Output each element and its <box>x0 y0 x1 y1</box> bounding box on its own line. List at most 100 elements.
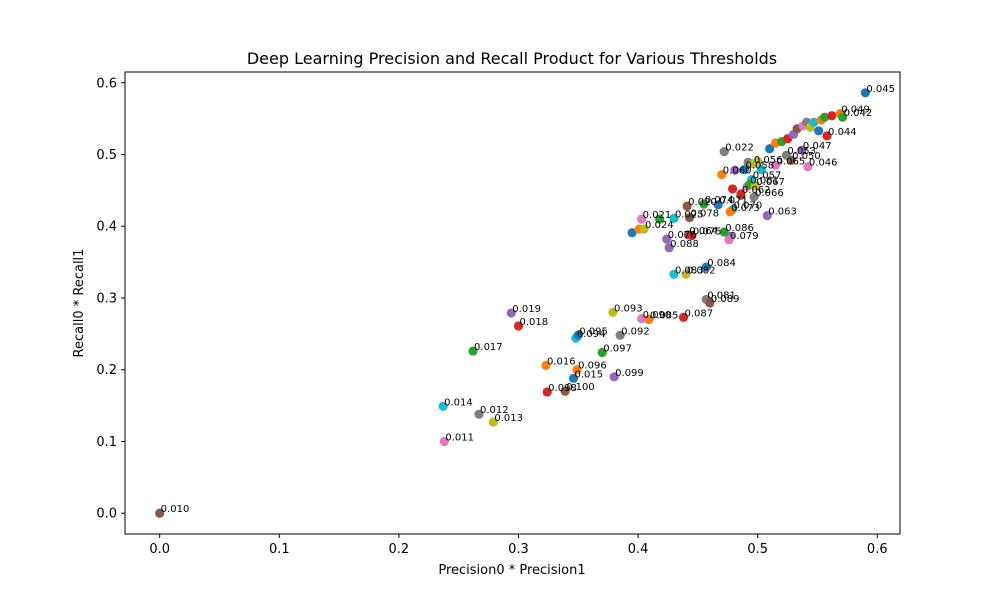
x-tick-label: 0.6 <box>867 542 888 557</box>
data-point-label: 0.081 <box>707 290 736 301</box>
data-point <box>669 269 679 279</box>
data-point <box>837 112 848 122</box>
data-point <box>474 409 484 419</box>
data-point-label: 0.049 <box>841 105 870 116</box>
data-point <box>155 508 165 518</box>
data-point <box>542 387 552 397</box>
data-point-label: 0.086 <box>725 223 754 234</box>
data-point-label: 0.021 <box>643 210 672 221</box>
data-point-label: 0.074 <box>705 195 734 206</box>
data-point-label: 0.089 <box>711 294 740 305</box>
data-point <box>719 147 729 157</box>
y-tick-label: 0.2 <box>96 363 117 378</box>
y-tick-label: 0.4 <box>96 220 117 235</box>
data-point-label: 0.076 <box>668 230 697 241</box>
data-point <box>756 164 766 175</box>
data-point-label: 0.099 <box>615 368 644 379</box>
data-point <box>803 162 813 172</box>
data-point <box>860 88 870 98</box>
data-point-label: 0.075 <box>693 227 722 238</box>
data-point-label: 0.070 <box>734 201 763 212</box>
data-point <box>687 230 697 241</box>
data-point <box>822 131 832 141</box>
data-point <box>669 213 679 223</box>
data-point-label: 0.079 <box>730 231 759 242</box>
data-point-label: 0.047 <box>803 141 832 152</box>
data-point-label: 0.067 <box>756 177 785 188</box>
data-points <box>155 88 870 518</box>
data-point-label: 0.065 <box>777 156 806 167</box>
data-point <box>637 214 647 224</box>
data-point-label: 0.064 <box>689 226 718 237</box>
data-point <box>827 111 837 121</box>
data-point-label: 0.100 <box>566 382 595 393</box>
data-point-label: 0.046 <box>809 158 838 169</box>
data-point <box>506 308 516 318</box>
x-tick-label: 0.0 <box>149 542 170 557</box>
data-point <box>438 401 448 411</box>
data-point-label: 0.010 <box>161 504 190 515</box>
data-point-label: 0.061 <box>750 176 779 187</box>
data-point <box>748 159 758 169</box>
data-point-label: 0.092 <box>621 326 650 337</box>
data-point <box>701 262 711 272</box>
data-point-label: 0.093 <box>614 303 643 314</box>
data-point <box>713 200 723 210</box>
data-point <box>750 181 760 191</box>
data-point-label: 0.020 <box>688 197 717 208</box>
data-point-label: 0.058 <box>746 161 775 172</box>
data-point-label: 0.011 <box>445 432 474 443</box>
data-point <box>513 321 524 331</box>
data-point-label: 0.097 <box>603 344 632 355</box>
data-point <box>717 169 727 180</box>
data-point-label: 0.078 <box>691 209 720 220</box>
x-tick-label: 0.2 <box>389 542 410 557</box>
data-point-label: 0.012 <box>480 405 509 416</box>
data-point-label: 0.045 <box>866 84 895 95</box>
data-point-label: 0.066 <box>755 188 784 199</box>
axis-ticks: 0.0 0.1 0.2 0.3 0.4 0.5 0.6 0.0 0.1 0.2 0.3 0.4 0.5 0… <box>96 76 887 557</box>
data-point-label: 0.044 <box>828 127 857 138</box>
data-point-label: 0.060 <box>723 166 752 177</box>
data-point-label: 0.050 <box>792 151 821 162</box>
data-point <box>739 164 750 175</box>
data-point-label: 0.095 <box>579 326 608 337</box>
data-point-label: 0.018 <box>519 317 548 328</box>
data-point <box>699 199 709 209</box>
x-tick-label: 0.5 <box>747 542 768 557</box>
data-point <box>781 150 791 160</box>
data-point <box>639 224 649 234</box>
data-point <box>765 144 775 154</box>
data-point <box>684 213 695 223</box>
data-point <box>541 360 551 371</box>
x-axis-label: Precision0 * Precision1 <box>438 563 585 578</box>
data-point <box>439 436 449 447</box>
data-point <box>762 210 772 221</box>
data-point <box>820 112 830 122</box>
data-point <box>814 126 824 136</box>
data-point <box>749 192 759 202</box>
data-point <box>572 365 582 375</box>
y-tick-label: 0.3 <box>96 291 117 306</box>
data-point-label: 0.025 <box>675 209 704 220</box>
data-point-label: 0.042 <box>844 108 873 119</box>
data-point <box>678 312 689 322</box>
data-point-label: 0.082 <box>687 265 716 276</box>
data-point <box>573 330 583 340</box>
data-point-label: 0.013 <box>494 413 523 424</box>
data-point-label: 0.015 <box>574 369 603 380</box>
data-point-label: 0.084 <box>707 258 736 269</box>
y-tick-label: 0.6 <box>96 76 117 91</box>
data-point-label: 0.017 <box>474 342 503 353</box>
data-point <box>719 227 729 237</box>
data-point <box>797 145 807 155</box>
data-point-label: 0.057 <box>753 171 782 182</box>
data-point <box>705 298 715 308</box>
x-tick-label: 0.4 <box>628 542 649 557</box>
data-point <box>724 235 734 245</box>
data-point <box>615 330 625 340</box>
data-point <box>664 243 674 253</box>
data-point-label: 0.090 <box>643 310 672 321</box>
